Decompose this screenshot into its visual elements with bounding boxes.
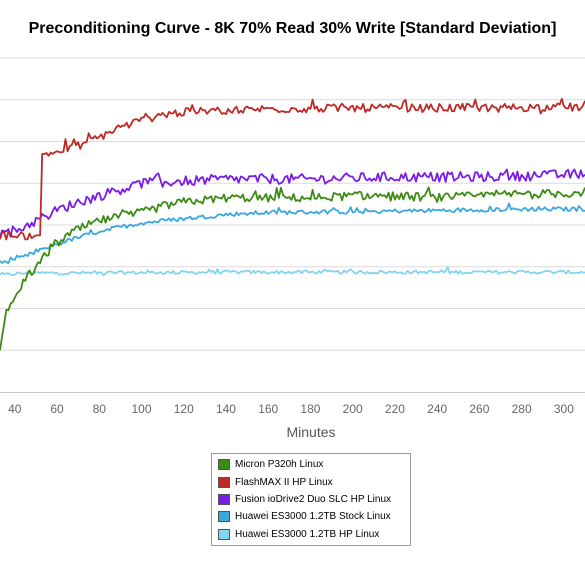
series-line-3	[0, 202, 585, 265]
legend-label: FlashMAX II HP Linux	[235, 476, 333, 488]
chart-title: Preconditioning Curve - 8K 70% Read 30% …	[28, 20, 557, 37]
legend-item: Fusion ioDrive2 Duo SLC HP Linux	[218, 491, 410, 508]
x-tick-label: 260	[469, 402, 489, 416]
x-tick-label: 100	[131, 402, 151, 416]
chart-plot: 40 60 80 100 120 140 160 180 200 220 240 260 280 300 …	[0, 57, 585, 440]
legend-label: Fusion ioDrive2 Duo SLC HP Linux	[235, 493, 392, 505]
x-tick-label: 120	[174, 402, 194, 416]
x-tick-label: 40	[8, 402, 22, 416]
x-tick-label: 280	[512, 402, 532, 416]
series-line-2	[0, 168, 585, 238]
legend-swatch	[218, 528, 230, 540]
x-tick-label: 200	[343, 402, 363, 416]
legend-swatch	[218, 459, 230, 471]
x-tick-label: 160	[258, 402, 278, 416]
legend: Micron P320h Linux FlashMAX II HP Linux Fu…	[211, 453, 411, 546]
x-axis-label: Minutes	[286, 424, 335, 440]
series-lines	[0, 97, 585, 351]
x-tick-label: 140	[216, 402, 236, 416]
x-tick-label: 60	[50, 402, 64, 416]
legend-label: Micron P320h Linux	[235, 459, 324, 471]
legend-item: FlashMAX II HP Linux	[218, 473, 410, 490]
x-tick-label: 300	[554, 402, 574, 416]
series-line-1	[0, 97, 585, 241]
legend-swatch	[218, 476, 230, 488]
series-line-0	[0, 186, 585, 351]
x-tick-label: 240	[427, 402, 447, 416]
x-tick-label: 80	[93, 402, 107, 416]
legend-item: Huawei ES3000 1.2TB Stock Linux	[218, 508, 410, 525]
legend-item: Micron P320h Linux	[218, 456, 410, 473]
legend-swatch	[218, 511, 230, 523]
gridlines	[0, 57, 585, 393]
legend-label: Huawei ES3000 1.2TB Stock Linux	[235, 511, 391, 523]
legend-label: Huawei ES3000 1.2TB HP Linux	[235, 528, 380, 540]
series-line-4	[0, 266, 585, 277]
x-tick-labels: 40 60 80 100 120 140 160 180 200 220 240 260 280 300	[8, 402, 574, 416]
legend-item: Huawei ES3000 1.2TB HP Linux	[218, 526, 410, 543]
x-tick-label: 180	[300, 402, 320, 416]
x-tick-label: 220	[385, 402, 405, 416]
legend-swatch	[218, 493, 230, 505]
